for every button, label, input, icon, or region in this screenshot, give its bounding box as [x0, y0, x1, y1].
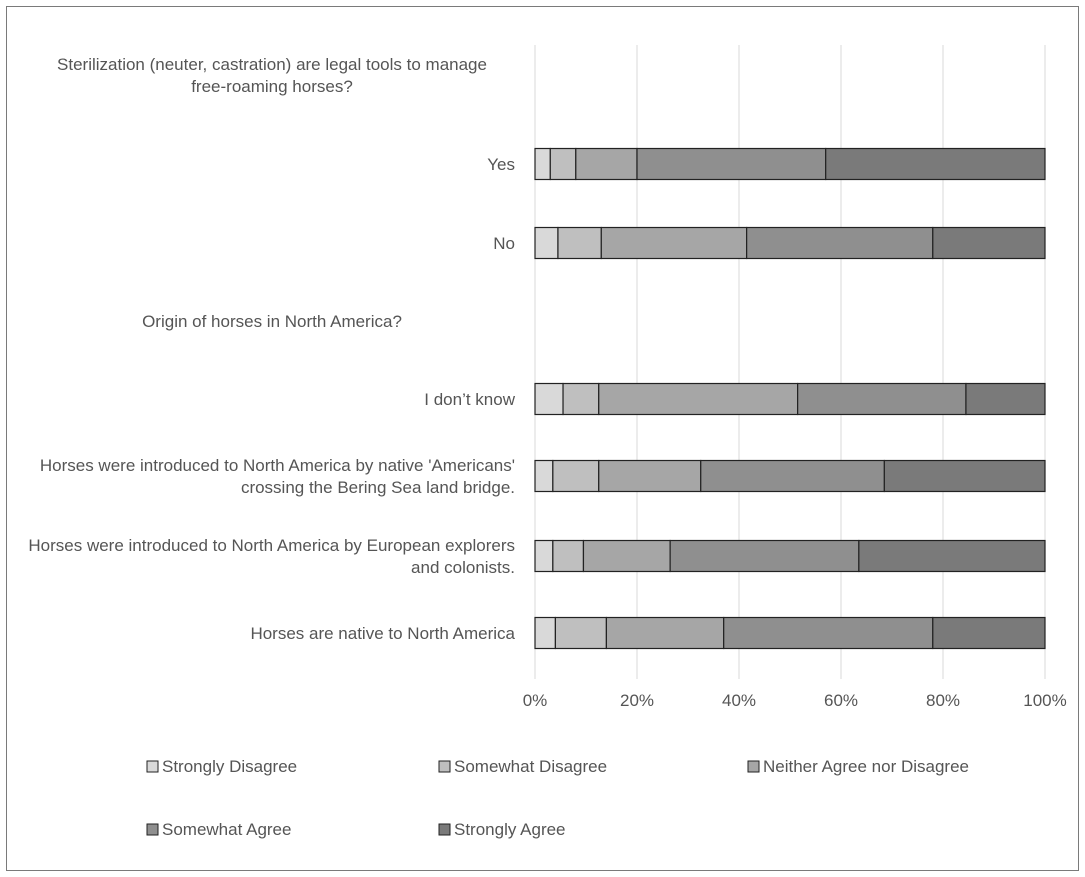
bar-segment-somewhat-agree — [669, 539, 860, 573]
group-header-label: Sterilization (neuter, castration) are l… — [57, 55, 487, 96]
bar-segment-somewhat-disagree — [549, 147, 577, 181]
bar-segment-strongly-agree — [883, 459, 1046, 493]
legend-swatch — [438, 760, 451, 773]
bar-segment-strongly-disagree — [534, 459, 554, 493]
bar-segment-strongly-agree — [858, 539, 1046, 573]
bar-segment-strongly-disagree — [534, 226, 559, 260]
x-tick-label: 20% — [620, 691, 654, 710]
bar-segment-neither-agree-nor-disagree — [582, 539, 671, 573]
bar-segment-somewhat-disagree — [557, 226, 602, 260]
bar-segment-somewhat-agree — [723, 616, 934, 650]
bar-segment-somewhat-disagree — [552, 459, 600, 493]
bar-segment-somewhat-disagree — [562, 382, 600, 416]
legend-label: Strongly Disagree — [162, 757, 297, 776]
x-tick-label: 100% — [1023, 691, 1066, 710]
bar-segment-somewhat-agree — [797, 382, 967, 416]
legend-item: Somewhat Agree — [146, 820, 291, 839]
x-tick-label: 80% — [926, 691, 960, 710]
category-label: Horses were introduced to North America … — [28, 536, 515, 577]
bar-segment-strongly-disagree — [534, 382, 564, 416]
legend-label: Somewhat Disagree — [454, 757, 607, 776]
x-tick-label: 40% — [722, 691, 756, 710]
category-label: Horses are native to North America — [250, 624, 515, 643]
bar-segment-strongly-disagree — [534, 147, 551, 181]
legend-swatch — [438, 823, 451, 836]
bars — [534, 147, 1046, 650]
bar-segment-strongly-disagree — [534, 539, 554, 573]
legend-swatch — [747, 760, 760, 773]
bar-segment-neither-agree-nor-disagree — [575, 147, 638, 181]
legend-item: Neither Agree nor Disagree — [747, 757, 969, 776]
bar-segment-neither-agree-nor-disagree — [605, 616, 725, 650]
gridlines — [534, 45, 1046, 679]
bar-segment-strongly-agree — [825, 147, 1046, 181]
x-axis-ticks: 0% 20% 40% 60% 80% 100% — [523, 691, 1067, 710]
legend-swatch — [146, 760, 159, 773]
x-tick-label: 0% — [523, 691, 548, 710]
bar-segment-somewhat-agree — [636, 147, 827, 181]
category-labels: Sterilization (neuter, castration) are l… — [28, 55, 515, 643]
x-tick-label: 60% — [824, 691, 858, 710]
bar-segment-somewhat-agree — [746, 226, 934, 260]
stacked-bar-chart: Sterilization (neuter, castration) are l… — [28, 45, 1067, 839]
bar-segment-somewhat-disagree — [554, 616, 608, 650]
legend-item: Somewhat Disagree — [438, 757, 607, 776]
legend: Strongly Disagree Somewhat Disagree Neithe… — [146, 757, 969, 839]
group-header-label: Origin of horses in North America? — [142, 312, 402, 331]
legend-swatch — [146, 823, 159, 836]
legend-label: Neither Agree nor Disagree — [763, 757, 969, 776]
bar-segment-strongly-agree — [932, 616, 1046, 650]
bar-segment-neither-agree-nor-disagree — [598, 459, 702, 493]
category-label: I don’t know — [424, 390, 515, 409]
legend-item: Strongly Agree — [438, 820, 566, 839]
bar-segment-somewhat-agree — [700, 459, 885, 493]
category-label: Horses were introduced to North America … — [40, 456, 515, 497]
legend-label: Strongly Agree — [454, 820, 566, 839]
legend-label: Somewhat Agree — [162, 820, 291, 839]
legend-item: Strongly Disagree — [146, 757, 297, 776]
bar-segment-neither-agree-nor-disagree — [598, 382, 799, 416]
bar-segment-strongly-disagree — [534, 616, 556, 650]
category-label: No — [493, 234, 515, 253]
bar-segment-neither-agree-nor-disagree — [600, 226, 748, 260]
bar-segment-somewhat-disagree — [552, 539, 585, 573]
bar-segment-strongly-agree — [965, 382, 1046, 416]
chart-frame: Sterilization (neuter, castration) are l… — [6, 6, 1079, 871]
bar-segment-strongly-agree — [932, 226, 1046, 260]
category-label: Yes — [487, 155, 515, 174]
